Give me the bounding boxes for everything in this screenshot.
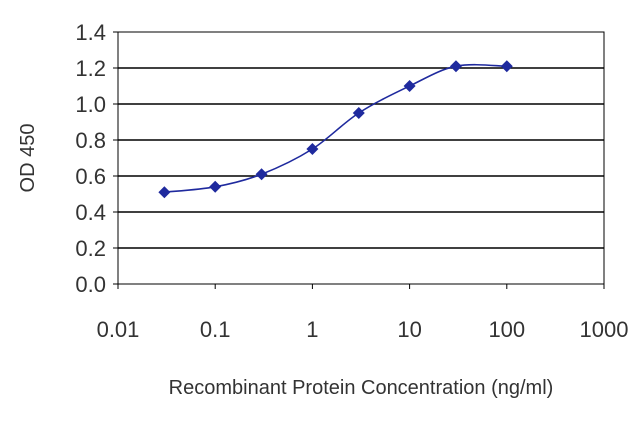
- x-tick-label: 10: [397, 317, 421, 342]
- y-tick-label: 0.6: [75, 164, 106, 189]
- x-axis-title: Recombinant Protein Concentration (ng/ml…: [169, 377, 554, 399]
- x-tick-label: 100: [488, 317, 525, 342]
- series-group: [158, 60, 513, 199]
- data-point-diamond: [158, 186, 171, 199]
- x-axis-ticks: 0.01 0.1 1 10 100 1000: [97, 284, 629, 342]
- y-axis-title: OD 450: [17, 124, 39, 193]
- y-tick-label: 1.2: [75, 56, 106, 81]
- data-point-diamond: [255, 168, 268, 181]
- x-tick-label: 0.01: [97, 317, 140, 342]
- data-point-diamond: [209, 180, 222, 193]
- y-axis-ticks: 0.0 0.2 0.4 0.6 0.8 1.0 1.2 1.4: [75, 20, 118, 297]
- plot-area: [117, 31, 605, 285]
- x-tick-label: 1: [306, 317, 318, 342]
- data-point-diamond: [500, 60, 513, 73]
- data-point-diamond: [449, 60, 462, 73]
- data-point-diamond: [306, 143, 319, 155]
- data-point-diamond: [352, 107, 365, 119]
- x-tick-label: 1000: [580, 317, 629, 342]
- y-tick-label: 0.2: [75, 236, 106, 261]
- y-tick-label: 0.8: [75, 128, 106, 153]
- y-tick-label: 1.4: [75, 20, 106, 45]
- x-tick-label: 0.1: [200, 317, 231, 342]
- data-point-diamond: [403, 80, 416, 92]
- gridlines: [118, 67, 604, 249]
- y-tick-label: 0.4: [75, 200, 106, 225]
- y-tick-label: 1.0: [75, 92, 106, 117]
- y-tick-label: 0.0: [75, 272, 106, 297]
